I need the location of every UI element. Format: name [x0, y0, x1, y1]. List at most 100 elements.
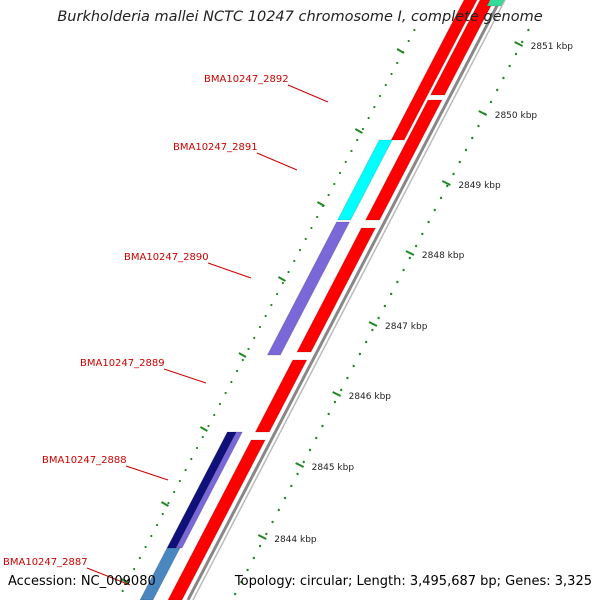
gene-block [336, 139, 394, 221]
inner-major-tick [354, 128, 363, 134]
map-title: Burkholderia mallei NCTC 10247 chromosom… [57, 9, 543, 25]
gene-block [139, 547, 181, 600]
inner-tick [247, 347, 250, 351]
gene-leader [86, 567, 131, 586]
inner-tick [184, 468, 187, 472]
inner-tick [350, 149, 353, 153]
inner-tick [264, 314, 267, 318]
minor-tick [527, 28, 530, 32]
inner-tick [253, 336, 256, 340]
kbp-label: 2846 kbp [349, 392, 392, 402]
inner-tick [127, 578, 130, 582]
minor-tick [233, 592, 237, 596]
backbone [186, 0, 506, 600]
minor-tick [464, 148, 468, 152]
minor-tick [364, 340, 368, 344]
inner-tick [384, 83, 387, 87]
minor-tick [346, 376, 349, 380]
major-tick [295, 462, 305, 468]
inner-major-tick [396, 48, 405, 54]
inner-tick [207, 424, 210, 428]
kbp-label: 2851 kbp [531, 42, 574, 52]
minor-tick [327, 412, 330, 416]
inner-tick [316, 215, 319, 219]
inner-tick [173, 490, 176, 494]
minor-tick [421, 232, 424, 236]
minor-tick [489, 100, 493, 104]
inner-tick [356, 138, 359, 142]
backbone-shadow [192, 0, 506, 600]
inner-tick [344, 160, 347, 164]
minor-tick [258, 544, 262, 548]
gene-arrow [254, 359, 308, 433]
major-tick [478, 110, 488, 116]
gene-leader [163, 368, 207, 384]
minor-tick [271, 520, 274, 524]
kbp-label: 2847 kbp [385, 322, 428, 332]
gene-block [486, 0, 505, 7]
genome-summary-text: Topology: circular; Length: 3,495,687 bp… [234, 574, 592, 589]
inner-tick [390, 72, 393, 76]
minor-tick [458, 160, 461, 164]
inner-tick [373, 105, 376, 109]
kbp-label: 2850 kbp [495, 111, 538, 121]
inner-tick [213, 413, 216, 417]
inner-tick [224, 391, 227, 395]
inner-tick [155, 523, 159, 527]
minor-tick [358, 352, 362, 356]
inner-tick [333, 182, 336, 186]
inner-tick [276, 292, 279, 296]
minor-tick [240, 580, 243, 584]
minor-tick [290, 484, 293, 488]
inner-major-tick [199, 426, 208, 432]
inner-tick [230, 380, 233, 384]
minor-tick [427, 220, 430, 224]
inner-tick [201, 435, 204, 439]
minor-tick [439, 196, 443, 200]
gene-leader [256, 152, 298, 171]
gene-label: BMA10247_2888 [42, 455, 127, 466]
minor-tick [496, 88, 499, 92]
gene-label: BMA10247_2887 [3, 557, 88, 568]
inner-tick [121, 589, 124, 593]
kbp-label: 2844 kbp [274, 535, 317, 545]
inner-tick [396, 61, 399, 65]
inner-tick [298, 248, 302, 252]
major-tick [405, 250, 415, 256]
gene-leader [207, 262, 252, 279]
gene-arrow [296, 227, 377, 353]
minor-tick [283, 496, 287, 500]
inner-tick [413, 28, 416, 32]
gene-block [266, 221, 351, 356]
inner-tick [270, 303, 273, 307]
minor-tick [402, 268, 405, 272]
inner-tick [304, 237, 307, 241]
minor-tick [477, 124, 480, 128]
kbp-label: 2848 kbp [422, 251, 465, 261]
inner-tick [218, 402, 222, 406]
minor-tick [321, 424, 324, 428]
kbp-label: 2845 kbp [312, 463, 355, 473]
minor-tick [408, 256, 412, 260]
inner-tick [178, 479, 181, 483]
minor-tick [383, 304, 387, 308]
gene-arrow [364, 99, 443, 221]
inner-tick [310, 226, 313, 230]
leader-lines [86, 84, 329, 586]
minor-tick [296, 472, 299, 476]
minor-tick [433, 208, 436, 212]
minor-tick [308, 448, 312, 452]
inner-major-tick [120, 578, 129, 584]
major-tick [514, 41, 524, 47]
gene-layer [139, 0, 505, 600]
inner-major-tick [238, 352, 247, 358]
inner-major-tick [316, 201, 325, 207]
tick-layer: 2851 kbp 2850 kbp 2849 kbp 2848 kbp 2847 kbp… [120, 28, 574, 596]
minor-tick [277, 508, 280, 512]
inner-major-tick [277, 276, 286, 282]
gene-leader [125, 465, 169, 481]
inner-tick [281, 281, 284, 285]
major-tick [368, 321, 378, 327]
gene-leader [287, 84, 329, 103]
